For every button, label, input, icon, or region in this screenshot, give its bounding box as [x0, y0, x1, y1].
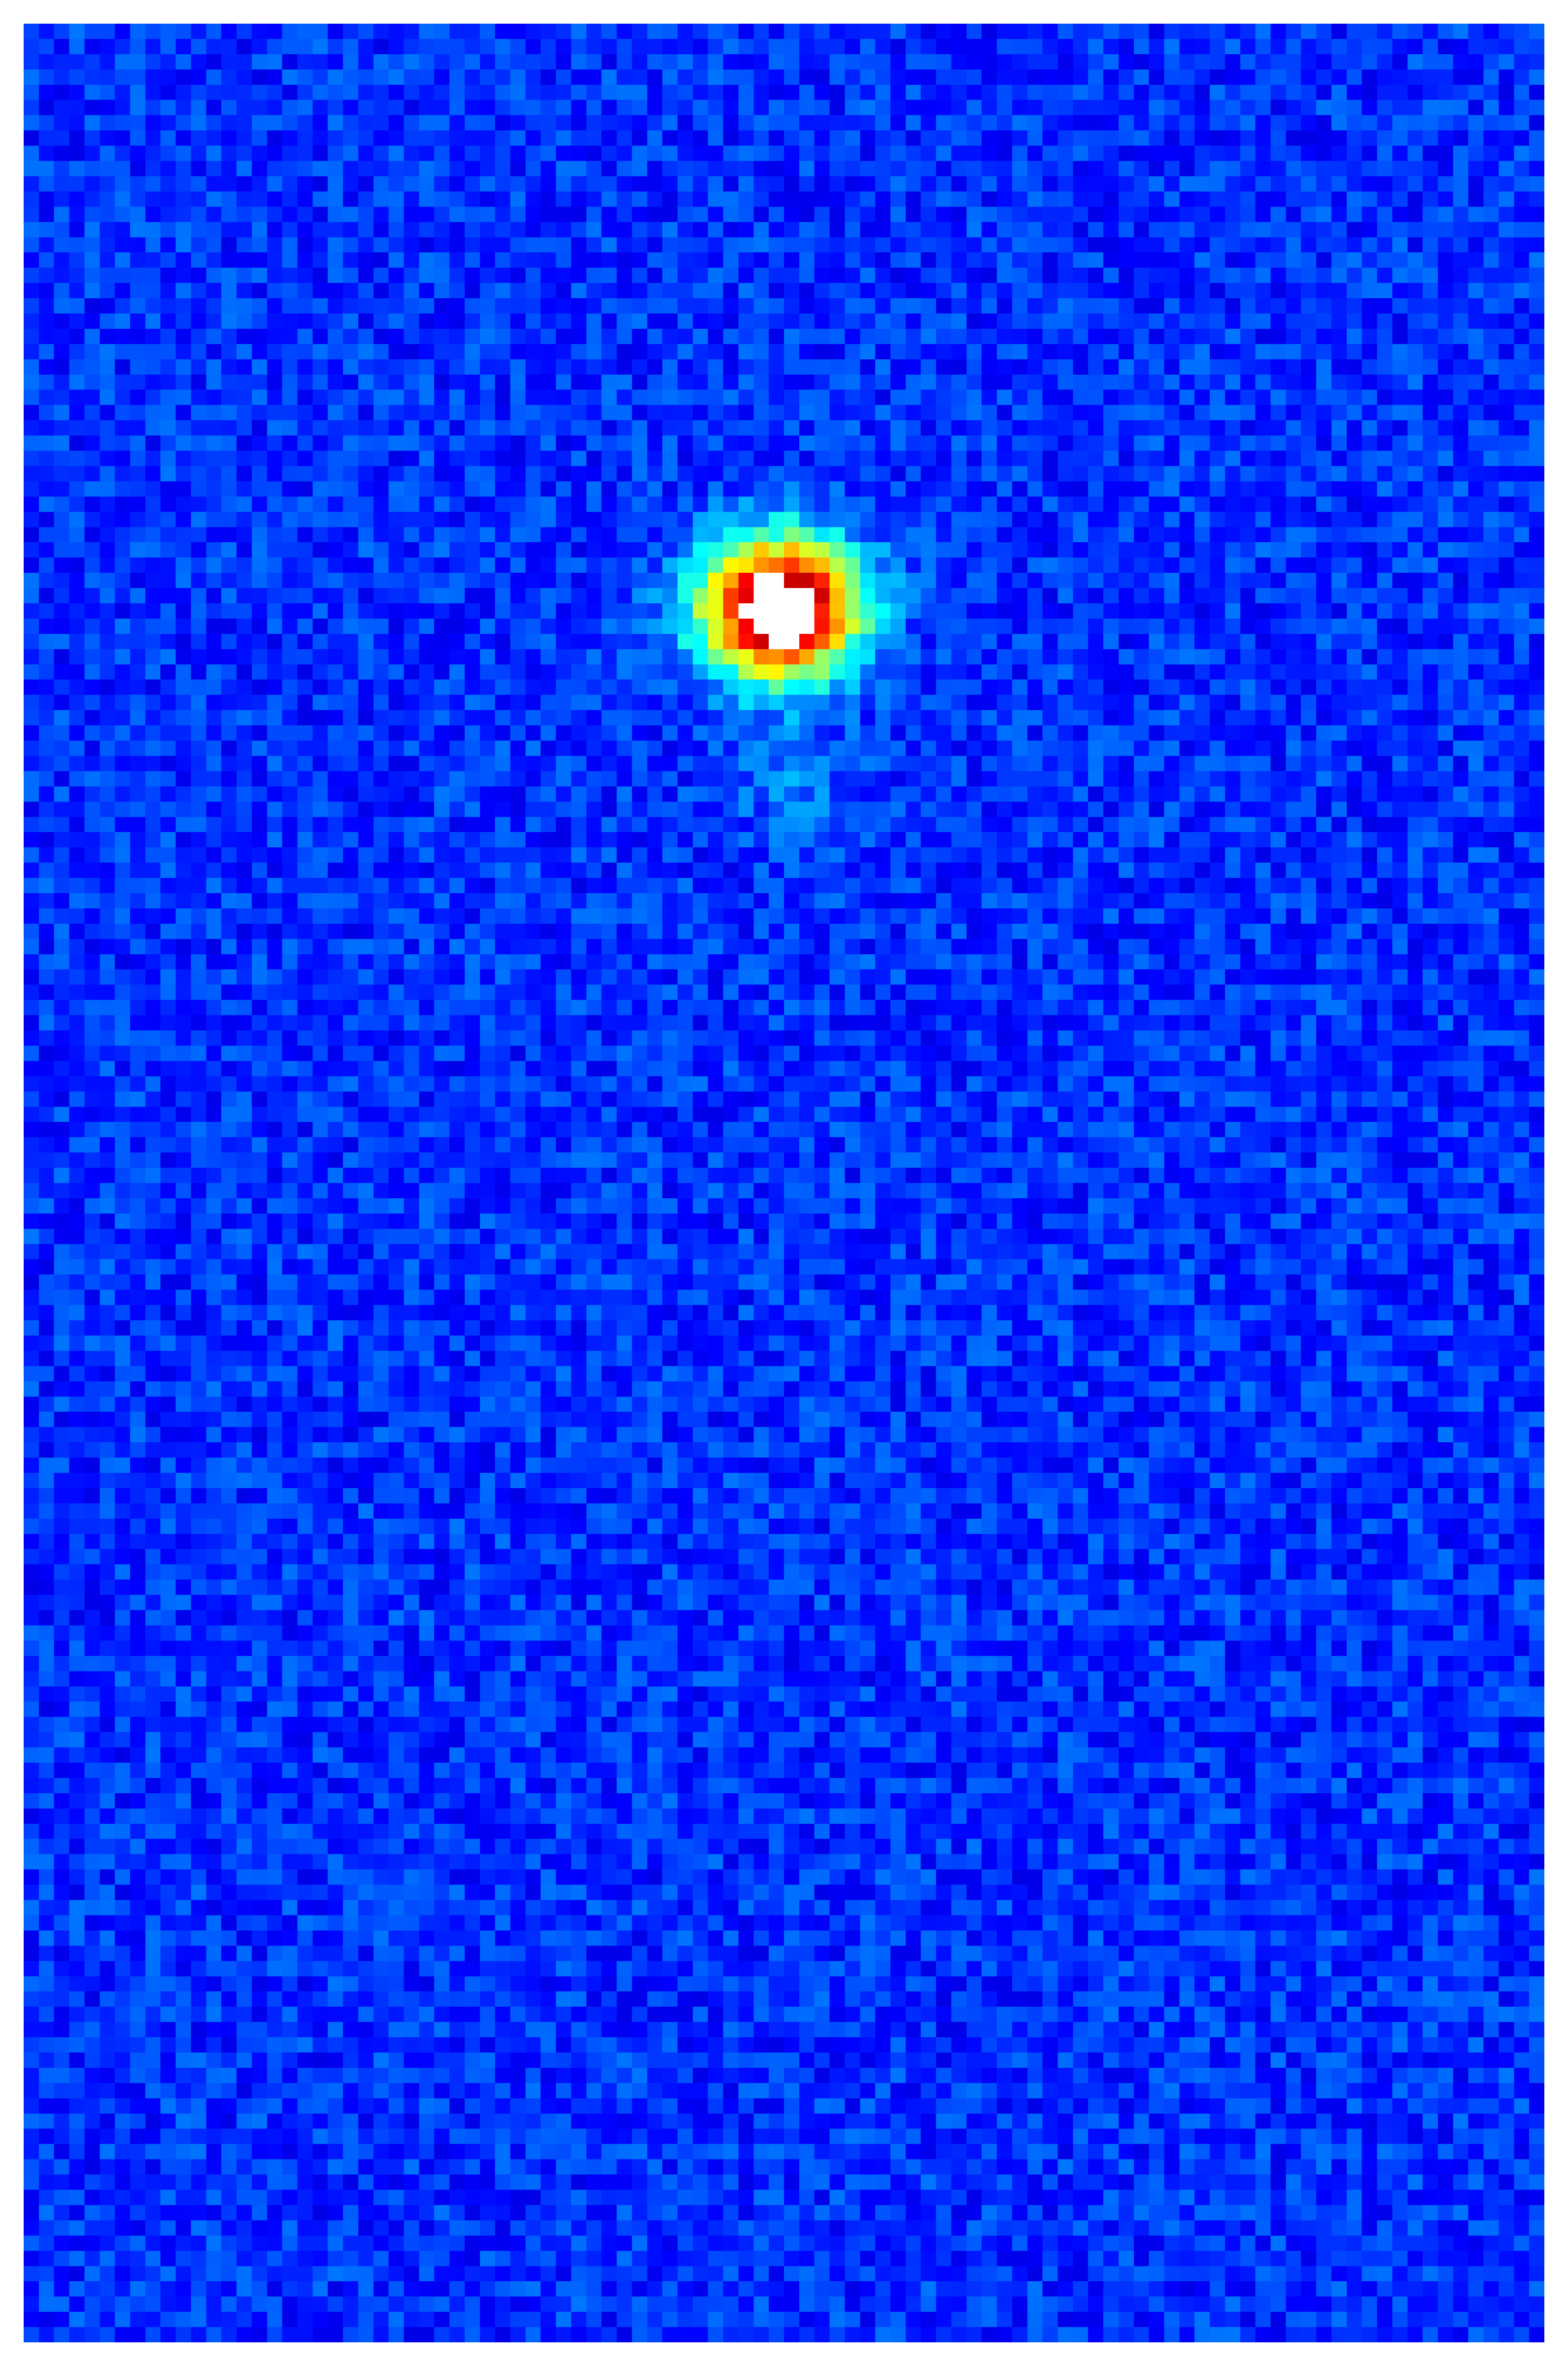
intensity-heatmap: [24, 24, 1544, 2342]
